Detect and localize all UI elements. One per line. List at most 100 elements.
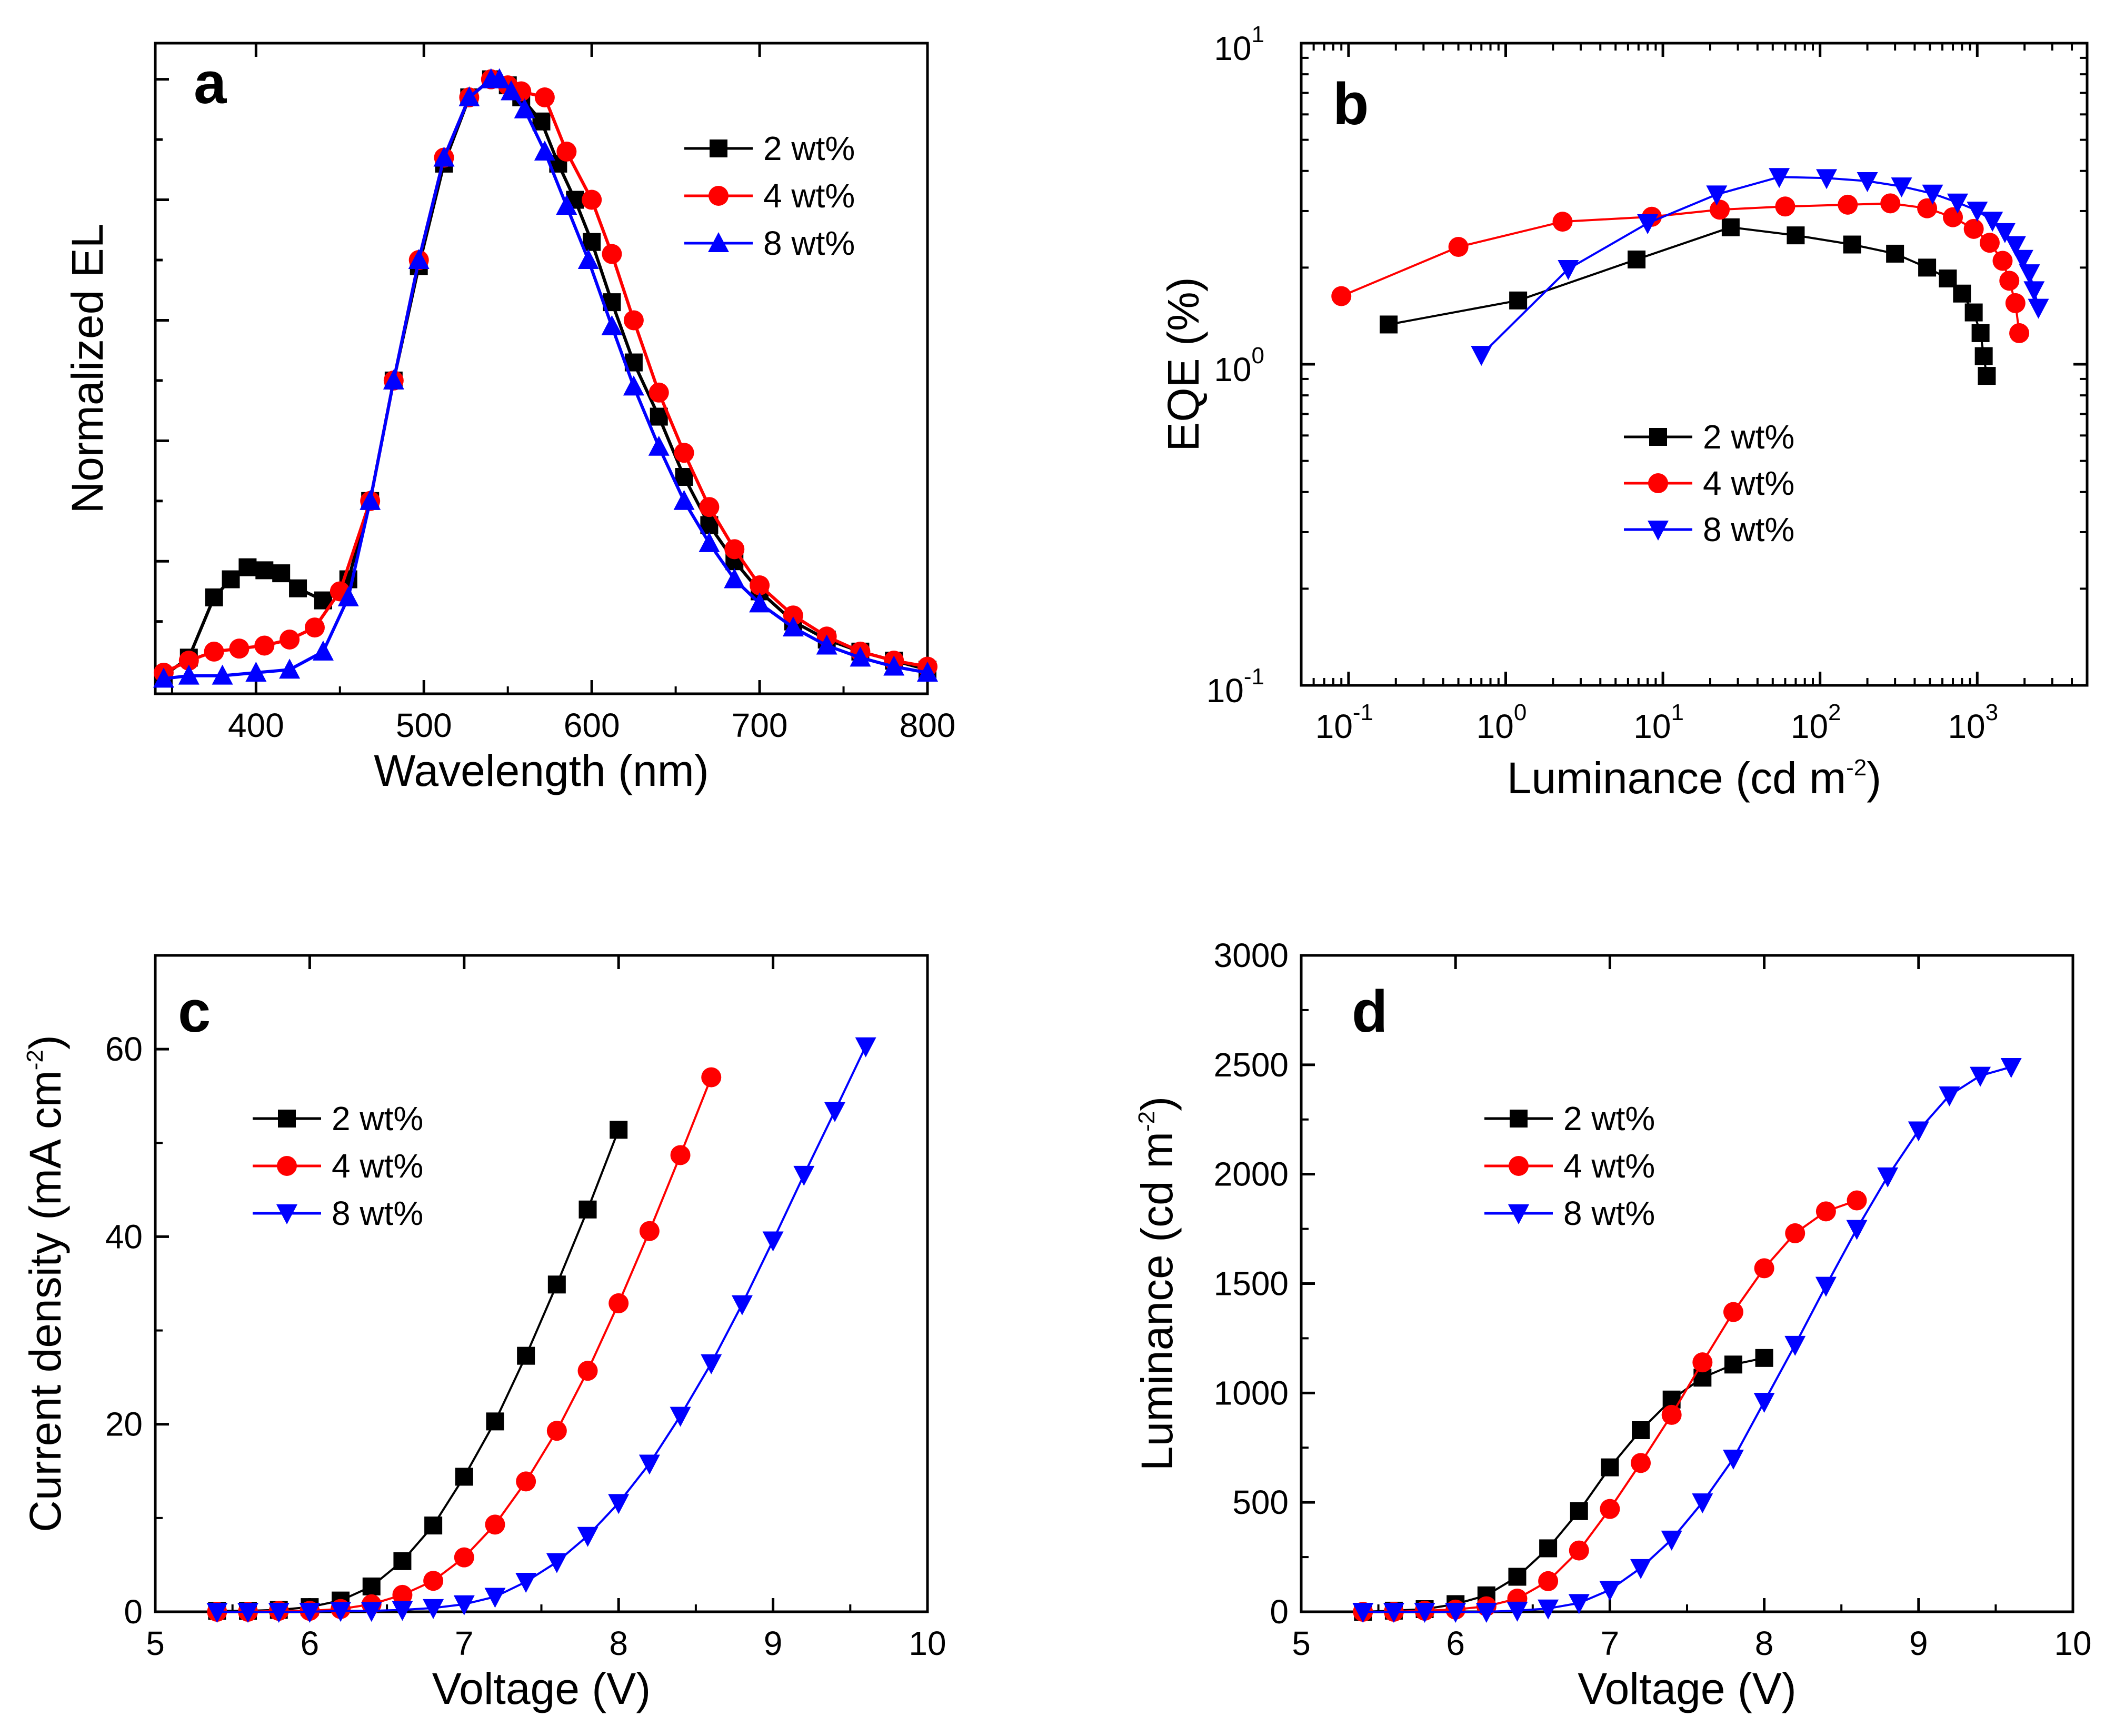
x-tick-label: 8 — [609, 1624, 628, 1662]
legend-entry: 2 wt% — [1484, 1100, 1655, 1138]
legend-marker — [1648, 521, 1669, 541]
data-point — [289, 579, 307, 597]
legend-entry: 8 wt% — [1624, 511, 1794, 548]
data-point — [1877, 1167, 1899, 1188]
legend-entry: 8 wt% — [1484, 1194, 1655, 1232]
panel-letter: d — [1352, 979, 1388, 1044]
legend-label: 4 wt% — [332, 1147, 423, 1185]
panel-d: 5 6 7 8 9 10 0 500 1000 1500 2000 2500 3000 Voltage (… — [1132, 936, 2092, 1713]
y-axis-label-sup: -2 — [1134, 1111, 1160, 1132]
data-point — [782, 616, 804, 637]
data-point — [2005, 293, 2026, 313]
plot-frame — [154, 954, 929, 1613]
legend-label: 2 wt% — [1563, 1100, 1655, 1138]
data-point — [392, 1601, 413, 1621]
data-point — [304, 617, 325, 638]
data-point — [1558, 260, 1579, 281]
data-point — [486, 1412, 504, 1431]
data-point — [556, 142, 577, 162]
data-point — [1380, 315, 1398, 334]
data-point — [1352, 1603, 1374, 1623]
data-point — [608, 1293, 629, 1313]
data-point — [454, 1547, 474, 1568]
x-tick-exp: 3 — [1986, 700, 1998, 725]
data-point — [1974, 347, 1993, 365]
data-point — [1710, 199, 1730, 220]
x-tick-label: 7 — [1601, 1624, 1620, 1662]
data-point — [601, 315, 623, 335]
data-point — [1918, 258, 1937, 277]
data-point — [178, 664, 199, 685]
data-point — [1967, 202, 1988, 222]
x-tick-label: 103 — [1948, 700, 1998, 745]
data-point — [1880, 193, 1901, 214]
x-tick-label: 10 — [2054, 1624, 2091, 1662]
data-point — [577, 1527, 598, 1547]
data-point — [1538, 1571, 1559, 1591]
y-tick-label: 20 — [105, 1405, 143, 1443]
series-8-wt- — [153, 68, 938, 688]
data-point — [245, 661, 267, 682]
series-line — [163, 77, 928, 681]
data-point — [1754, 1258, 1774, 1279]
y-tick-label: 1000 — [1214, 1374, 1289, 1412]
data-point — [1723, 1302, 1743, 1322]
x-tick-exp: -1 — [1353, 700, 1373, 725]
data-point — [1815, 1201, 1836, 1222]
x-axis-label: Voltage (V) — [432, 1664, 651, 1713]
data-point — [699, 497, 720, 517]
x-axis-label-text: Wavelength (nm) — [374, 746, 709, 795]
data-point — [1445, 1603, 1466, 1623]
data-point — [2012, 250, 2033, 270]
data-point — [1414, 1603, 1435, 1623]
legend-label: 2 wt% — [1703, 418, 1794, 456]
legend-entry: 4 wt% — [1484, 1147, 1655, 1185]
panel-a: 400 500 600 700 800 Wavelength (nm) Normalized… — [63, 42, 955, 795]
data-point — [1978, 367, 1996, 385]
data-point — [547, 1275, 566, 1294]
data-point — [178, 651, 199, 671]
data-point — [2009, 323, 2030, 343]
data-point — [1994, 223, 2016, 243]
data-point — [1963, 218, 1984, 239]
series-8-wt- — [1352, 1057, 2022, 1623]
data-point — [1891, 177, 1912, 198]
data-point — [724, 568, 745, 588]
data-point — [1886, 244, 1904, 263]
data-point — [673, 490, 695, 510]
data-point — [578, 1200, 597, 1219]
y-axis-label: Current density (mA cm-2) — [21, 1035, 70, 1532]
data-point — [1947, 193, 1968, 214]
x-axis-label-end: ) — [1867, 753, 1881, 803]
y-axis-label: Luminance (cd m-2) — [1132, 1096, 1182, 1471]
data-point — [534, 87, 555, 107]
data-point — [206, 1603, 228, 1623]
data-point — [582, 189, 602, 210]
series-line — [1363, 1356, 1765, 1613]
legend-marker — [1649, 428, 1667, 446]
x-tick-label: 9 — [764, 1624, 783, 1662]
plot-frame — [154, 42, 929, 695]
legend-marker — [1508, 1204, 1529, 1224]
y-tick-label: 101 — [1214, 22, 1264, 67]
data-point — [299, 1603, 321, 1623]
data-point — [1637, 214, 1659, 235]
data-point — [205, 588, 223, 606]
data-point — [1908, 1121, 1929, 1142]
data-point — [1383, 1603, 1404, 1623]
data-point — [383, 369, 404, 390]
legend-entry: 2 wt% — [684, 129, 855, 167]
legend-label: 2 wt% — [763, 129, 855, 167]
data-point — [514, 98, 535, 118]
series-4-wt- — [1353, 1190, 1867, 1622]
data-point — [670, 1145, 691, 1165]
y-tick-exp: 0 — [1252, 343, 1264, 368]
data-point — [2028, 298, 2049, 319]
data-point — [917, 661, 938, 682]
data-point — [1857, 172, 1878, 192]
data-point — [1939, 270, 1957, 288]
x-tick-base: 10 — [1476, 707, 1514, 745]
y-axis-label-text: EQE (%) — [1159, 277, 1208, 451]
x-tick-label: 10 — [909, 1624, 946, 1662]
data-point — [1331, 286, 1352, 306]
